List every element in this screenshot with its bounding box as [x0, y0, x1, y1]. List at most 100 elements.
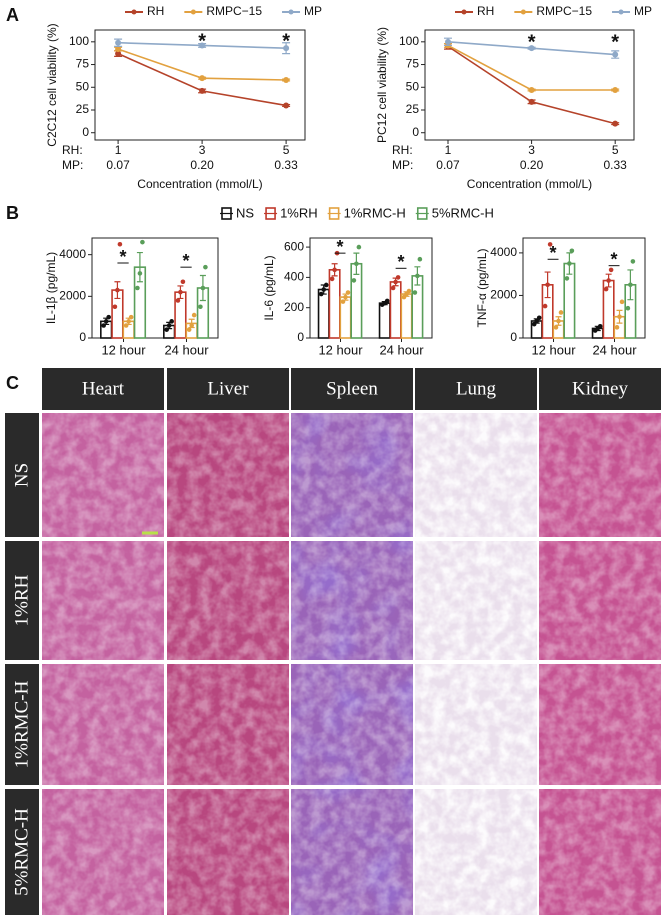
y-tick-label: 2000	[490, 288, 517, 302]
plot-frame	[94, 29, 306, 141]
x-tick-label: 24 hour	[164, 342, 209, 357]
x-tick-label-mp: 0.20	[520, 158, 544, 172]
column-header	[291, 368, 413, 410]
annotation: *	[611, 249, 618, 269]
point	[199, 75, 206, 82]
y-tick-label: 25	[76, 102, 90, 116]
annotation: *	[337, 237, 344, 257]
y-tick-label: 100	[69, 34, 89, 48]
y-tick-label: 4000	[490, 245, 517, 259]
point	[528, 98, 535, 105]
x-tick-label-mp: 0.33	[604, 158, 628, 172]
data-point	[404, 291, 409, 297]
plot-frame	[309, 237, 433, 339]
column-header	[415, 368, 537, 410]
data-point	[384, 298, 390, 304]
data-point	[321, 287, 327, 292]
column-label: Kidney	[572, 378, 628, 399]
x-axis-label: Concentration (mmol/L)	[137, 177, 262, 191]
y-axis-label: IL-1β (pg/mL)	[44, 252, 58, 324]
point	[444, 38, 451, 45]
y-tick-label: 4000	[59, 247, 86, 261]
legend-label: NS	[236, 205, 254, 220]
data-point	[354, 261, 359, 267]
annotation: *	[528, 31, 536, 53]
x-tick-label: 12 hour	[101, 342, 146, 357]
bar	[317, 288, 330, 339]
y-tick-label: 50	[406, 79, 420, 93]
tissue-texture	[539, 413, 661, 537]
row-label: 1%RMC-H	[11, 680, 32, 768]
bar	[389, 281, 402, 339]
x-tick-label: 24 hour	[592, 342, 637, 357]
data-point	[106, 314, 111, 320]
x-tick-label: 1	[115, 143, 122, 157]
data-point	[606, 278, 611, 283]
y-tick-label: 100	[399, 34, 419, 48]
legend-label: MP	[304, 4, 322, 18]
x-tick-label: 5	[283, 143, 290, 157]
y-axis-label: TNF-α (pg/mL)	[475, 249, 489, 328]
tissue-texture	[42, 789, 164, 915]
data-point	[200, 285, 206, 291]
data-point	[617, 314, 622, 320]
row-label: RH:	[62, 143, 83, 157]
legend-dot	[618, 9, 624, 15]
point	[199, 87, 206, 94]
row-header	[5, 413, 39, 537]
data-point	[115, 287, 120, 293]
panel-label: C	[6, 373, 19, 393]
data-point	[619, 299, 625, 305]
column-label: Spleen	[326, 378, 378, 399]
data-point	[417, 256, 423, 262]
row-header	[5, 789, 39, 915]
data-point	[534, 318, 540, 324]
y-tick-label: 0	[510, 330, 517, 344]
row-label: RH:	[392, 143, 413, 157]
tissue-texture	[291, 541, 413, 660]
tissue-texture	[539, 789, 661, 915]
row-label: NS	[11, 463, 32, 487]
legend-label: RH	[147, 4, 164, 18]
tissue-texture	[42, 413, 164, 537]
tissue-texture	[291, 664, 413, 785]
data-point	[553, 325, 559, 330]
point	[283, 45, 290, 52]
tissue-texture	[167, 664, 289, 785]
y-tick-label: 0	[412, 125, 419, 139]
data-point	[191, 312, 197, 318]
data-point	[323, 282, 329, 288]
data-point	[608, 267, 614, 273]
legend-label: RMPC−15	[536, 4, 592, 18]
data-point	[117, 241, 123, 247]
data-point	[630, 259, 636, 264]
error-bar	[136, 251, 143, 283]
data-point	[545, 282, 550, 288]
x-tick-label-mp: 0.33	[274, 158, 298, 172]
data-point	[628, 282, 633, 288]
annotation: *	[282, 30, 290, 52]
panel-label: A	[6, 5, 19, 25]
data-point	[345, 290, 351, 295]
point	[115, 50, 122, 57]
legend-label: RMPC−15	[206, 4, 262, 18]
y-axis-label: IL-6 (pg/mL)	[262, 255, 276, 320]
y-tick-label: 0	[297, 330, 304, 344]
x-tick-label: 1	[445, 143, 452, 157]
x-axis-label: Concentration (mmol/L)	[467, 177, 592, 191]
y-tick-label: 0	[82, 125, 89, 139]
data-point	[415, 273, 420, 279]
legend-label: 1%RH	[280, 205, 318, 220]
point	[612, 87, 619, 93]
data-point	[567, 261, 572, 266]
y-axis-label: PC12 cell viability (%)	[375, 27, 389, 143]
data-point	[625, 305, 631, 311]
bar	[400, 293, 413, 339]
data-point	[614, 325, 620, 330]
data-point	[547, 242, 553, 247]
point	[612, 51, 619, 58]
tissue-texture	[291, 413, 413, 537]
data-point	[356, 244, 362, 250]
legend-dot	[288, 9, 294, 15]
